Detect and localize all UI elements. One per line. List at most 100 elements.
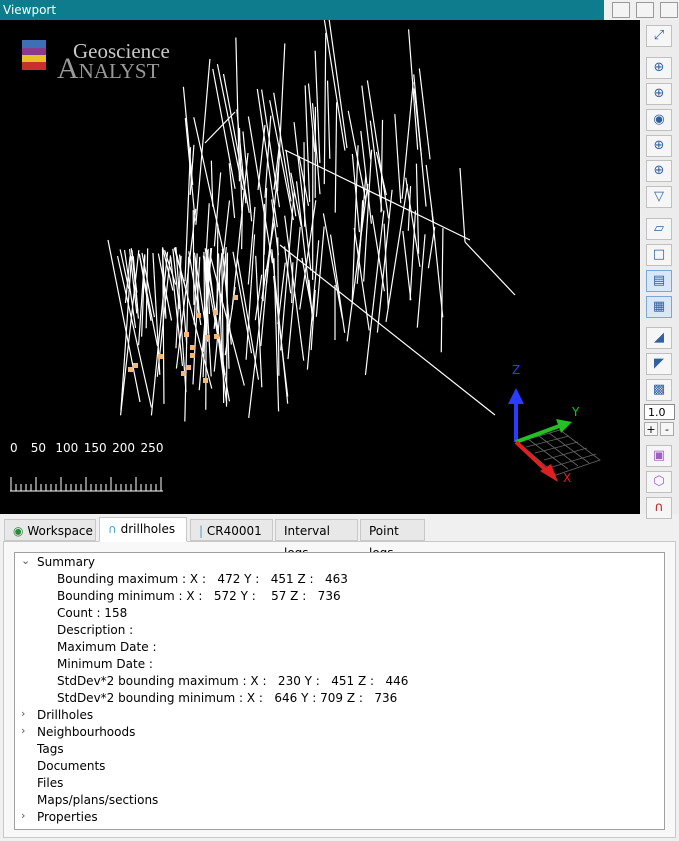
axis-label: Y bbox=[571, 405, 580, 419]
tree-node[interactable]: Tags bbox=[37, 742, 64, 756]
tool-button[interactable]: ▩ bbox=[646, 379, 672, 401]
tool-button[interactable]: ⤢ bbox=[646, 25, 672, 47]
drillhole-trace bbox=[257, 124, 266, 191]
drillhole-trace bbox=[361, 85, 372, 160]
drillhole-trace bbox=[184, 118, 196, 221]
drillhole-trace bbox=[322, 213, 343, 319]
drillhole-trace bbox=[287, 226, 301, 360]
tool-button[interactable]: ⬡ bbox=[646, 471, 672, 493]
viewport-background bbox=[0, 20, 640, 514]
scale-label: 250 bbox=[141, 441, 164, 455]
tab[interactable]: ◉ Workspace bbox=[4, 519, 96, 541]
drillhole-trace bbox=[261, 222, 275, 299]
drillhole-trace bbox=[295, 181, 312, 302]
tool-button[interactable]: □ bbox=[646, 244, 672, 266]
drillhole-trace bbox=[306, 240, 320, 370]
drillhole-trace bbox=[206, 253, 210, 315]
tab[interactable]: Interval logs bbox=[275, 519, 358, 560]
tree-node[interactable]: Drillholes bbox=[37, 708, 94, 722]
drillhole-trace bbox=[213, 247, 227, 372]
tool-button[interactable]: ⊕ bbox=[646, 57, 672, 79]
drillhole-trace bbox=[323, 20, 346, 151]
drillhole-trace bbox=[123, 249, 137, 329]
tab-label: Workspace bbox=[27, 524, 93, 538]
tree-node[interactable]: Properties bbox=[37, 810, 98, 824]
tool-button[interactable]: ∩ bbox=[646, 497, 672, 519]
drillhole-trace bbox=[298, 155, 310, 206]
expand-arrow[interactable]: ⌄ bbox=[21, 554, 31, 567]
viewport: Geoscience Analyst 0 50 100 150 200 250 Z Y X bbox=[0, 20, 640, 514]
tool-button[interactable]: ⊕ bbox=[646, 135, 672, 157]
tool-button[interactable]: ◢ bbox=[646, 327, 672, 349]
drillhole-trace bbox=[175, 255, 182, 349]
point bbox=[158, 354, 163, 359]
drillhole-trace bbox=[304, 85, 311, 202]
drillhole-trace bbox=[326, 80, 331, 159]
drillhole-trace bbox=[204, 111, 236, 144]
drillhole-trace bbox=[464, 241, 516, 296]
tool-button[interactable]: ▣ bbox=[646, 445, 672, 467]
maximize-button[interactable] bbox=[636, 2, 654, 18]
drillhole-trace bbox=[347, 110, 367, 201]
point bbox=[203, 378, 208, 383]
tree-item: Description : bbox=[57, 623, 134, 637]
drillhole-trace bbox=[299, 200, 317, 310]
zoom-minus[interactable]: - bbox=[660, 422, 674, 436]
tool-button[interactable]: ⊕ bbox=[646, 83, 672, 105]
drillhole-trace bbox=[418, 68, 431, 160]
drillhole-trace bbox=[194, 256, 201, 318]
point bbox=[233, 295, 238, 300]
tree-node[interactable]: Maps/plans/sections bbox=[37, 793, 159, 807]
tree-item: StdDev*2 bounding minimum : X : 646 Y : … bbox=[57, 691, 398, 705]
tab[interactable]: Point logs bbox=[360, 519, 425, 560]
drillhole-trace bbox=[254, 274, 263, 321]
expand-arrow[interactable]: › bbox=[21, 724, 26, 737]
drillhole-trace bbox=[203, 256, 212, 377]
scale-label: 150 bbox=[84, 441, 107, 455]
drillhole-trace bbox=[269, 100, 294, 221]
scale-label: 100 bbox=[55, 441, 78, 455]
drillhole-trace bbox=[265, 153, 281, 285]
logo-layer bbox=[22, 47, 46, 55]
drillhole-trace bbox=[271, 249, 289, 404]
tool-button[interactable]: ◉ bbox=[646, 109, 672, 131]
tab[interactable]: | CR40001 bbox=[190, 519, 273, 541]
drillhole-trace bbox=[255, 255, 263, 388]
drillhole-trace bbox=[407, 186, 412, 231]
scale-label: 50 bbox=[31, 441, 46, 455]
drillhole-trace bbox=[213, 172, 222, 247]
drillhole-trace bbox=[162, 248, 174, 291]
tab[interactable]: ∩ drillholes bbox=[99, 517, 187, 542]
scale-label: 200 bbox=[112, 441, 135, 455]
hide-button[interactable] bbox=[660, 2, 678, 18]
float-button[interactable] bbox=[612, 2, 630, 18]
drillhole-trace bbox=[284, 149, 471, 241]
tool-button[interactable]: ⊕ bbox=[646, 160, 672, 182]
tree-node[interactable]: Neighbourhoods bbox=[37, 725, 136, 739]
drillhole-trace bbox=[182, 86, 194, 185]
tree-node[interactable]: Files bbox=[37, 776, 64, 790]
tool-button[interactable]: ▦ bbox=[646, 296, 672, 318]
drillhole-trace bbox=[293, 122, 312, 271]
tool-button[interactable]: ◤ bbox=[646, 353, 672, 375]
tool-button[interactable]: ▱ bbox=[646, 218, 672, 240]
tree-item: Bounding maximum : X : 472 Y : 451 Z : 4… bbox=[57, 572, 348, 586]
drillhole-trace bbox=[213, 252, 223, 330]
expand-arrow[interactable]: › bbox=[21, 809, 26, 822]
zoom-plus[interactable]: + bbox=[644, 422, 658, 436]
drillhole-trace bbox=[145, 248, 149, 329]
x-arrow bbox=[540, 464, 558, 482]
drillhole-trace bbox=[360, 130, 373, 224]
drillhole-trace bbox=[284, 215, 305, 361]
tool-button[interactable]: ▤ bbox=[646, 270, 672, 292]
drillhole-trace bbox=[222, 200, 231, 255]
tree-item: Maximum Date : bbox=[57, 640, 157, 654]
zoom-input[interactable]: 1.0 bbox=[644, 404, 675, 420]
tree-item: Count : 158 bbox=[57, 606, 128, 620]
tree-node[interactable]: Documents bbox=[37, 759, 106, 773]
expand-arrow[interactable]: › bbox=[21, 707, 26, 720]
tree-node[interactable]: Summary bbox=[37, 555, 95, 569]
drillhole-trace bbox=[175, 247, 187, 393]
tool-button[interactable]: ▽ bbox=[646, 186, 672, 208]
drillhole-trace bbox=[413, 88, 422, 156]
